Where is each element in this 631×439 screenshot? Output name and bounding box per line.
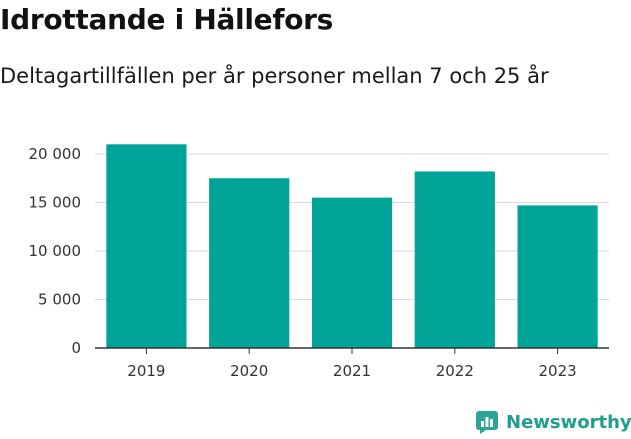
x-tick-label: 2023 — [539, 362, 577, 380]
chart-subtitle: Deltagartillfällen per år personer mella… — [0, 64, 549, 88]
bar-2023 — [517, 205, 598, 348]
bar-2020 — [209, 178, 290, 348]
bar-2021 — [311, 197, 393, 348]
bars — [106, 144, 598, 348]
y-tick-label: 20 000 — [29, 145, 82, 163]
x-tick-label: 2021 — [333, 362, 371, 380]
axes: 0 5 000 10 000 15 000 20 000 2019 2020 2021 2022… — [29, 145, 609, 380]
bar-chart-icon — [476, 411, 498, 434]
y-tick-label: 0 — [71, 339, 81, 357]
bar-2019 — [106, 144, 187, 348]
x-tick-label: 2022 — [436, 362, 474, 380]
y-tick-label: 15 000 — [29, 194, 82, 212]
brand-logo: Newsworthy — [475, 407, 631, 437]
x-tick-label: 2019 — [127, 362, 165, 380]
x-tick-label: 2020 — [230, 362, 268, 380]
brand-name: Newsworthy — [506, 411, 631, 433]
y-tick-label: 5 000 — [38, 291, 81, 309]
y-tick-label: 10 000 — [29, 242, 82, 260]
bar-2022 — [414, 171, 495, 348]
chart-title: Idrottande i Hällefors — [0, 3, 334, 36]
